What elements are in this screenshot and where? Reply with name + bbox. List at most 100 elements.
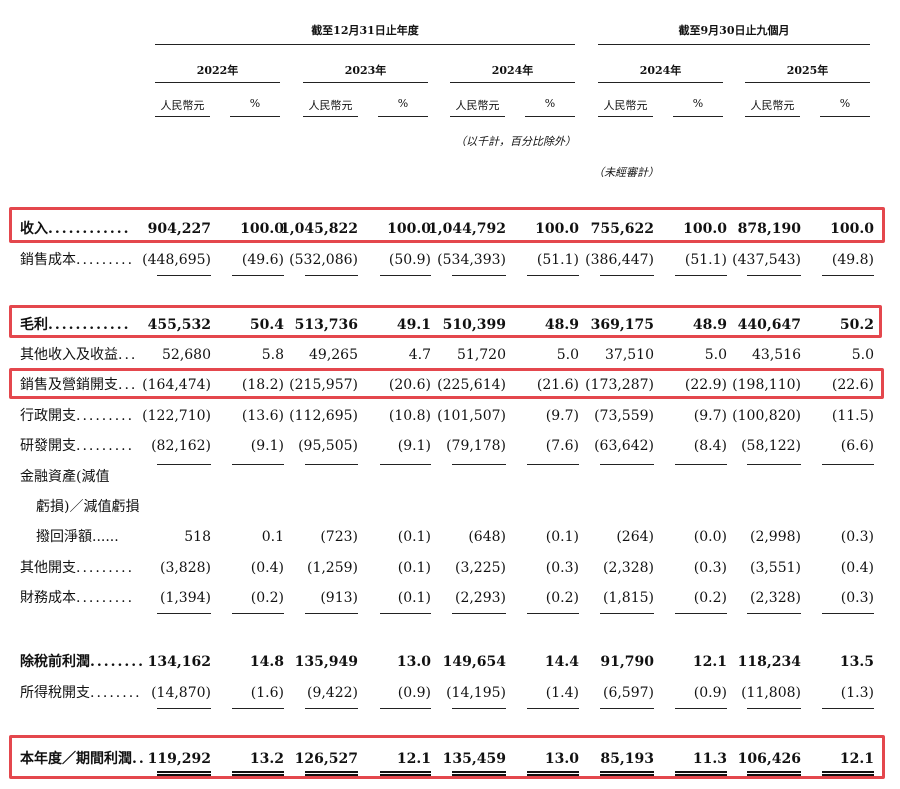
unit-rmb: 人民幣元 bbox=[603, 99, 648, 112]
amount-cell: 510,399 bbox=[442, 317, 506, 333]
amount-cell: (100,820) bbox=[732, 408, 801, 424]
row-label: 其他開支......... bbox=[20, 557, 134, 579]
row-label: 研發開支......... bbox=[20, 435, 134, 457]
amount-cell: 126,527 bbox=[294, 751, 358, 767]
year-rule bbox=[745, 82, 870, 83]
subtotal-underline bbox=[157, 708, 211, 709]
row-label: 行政開支......... bbox=[20, 405, 134, 427]
subtotal-underline bbox=[747, 275, 801, 276]
subtotal-underline bbox=[232, 708, 284, 709]
percent-cell: (22.9) bbox=[684, 377, 727, 393]
total-double-underline bbox=[452, 771, 506, 776]
row-label-text: 其他開支 bbox=[20, 560, 76, 576]
row-label-text: 銷售成本 bbox=[20, 252, 76, 268]
percent-cell: (10.8) bbox=[388, 408, 431, 424]
amount-cell: 1,045,822 bbox=[280, 221, 358, 237]
amount-cell: (448,695) bbox=[142, 252, 211, 268]
table-row-profit-for-period: 本年度／期間利潤.. 119,292 13.2 126,527 12.1 135,459 1… bbox=[0, 748, 900, 770]
unit-rule bbox=[378, 116, 428, 117]
row-label-text: 毛利 bbox=[20, 317, 48, 333]
percent-cell: (0.0) bbox=[693, 529, 727, 545]
unit-rmb: 人民幣元 bbox=[308, 99, 353, 112]
total-double-underline bbox=[600, 771, 654, 776]
amount-cell: 106,426 bbox=[737, 751, 801, 767]
percent-cell: (51.1) bbox=[684, 252, 727, 268]
subtotal-underline bbox=[452, 708, 506, 709]
total-double-underline bbox=[527, 771, 579, 776]
amount-cell: (101,507) bbox=[437, 408, 506, 424]
unit-pct: % bbox=[397, 97, 409, 110]
percent-cell: 48.9 bbox=[692, 317, 727, 333]
row-label: 所得稅開支........ bbox=[20, 682, 142, 704]
subtotal-underline bbox=[600, 275, 654, 276]
percent-cell: (51.1) bbox=[536, 252, 579, 268]
row-label: 財務成本......... bbox=[20, 587, 134, 609]
percent-cell: (49.8) bbox=[831, 252, 874, 268]
row-label-text: 所得稅開支 bbox=[20, 685, 90, 701]
amount-cell: (79,178) bbox=[446, 438, 506, 454]
amount-cell: 52,680 bbox=[162, 347, 211, 363]
subtotal-underline bbox=[747, 464, 801, 465]
amount-cell: (82,162) bbox=[151, 438, 211, 454]
table-row-rd-expenses: 研發開支......... (82,162) (9.1) (95,505) (9.1) (… bbox=[0, 435, 900, 457]
subtotal-underline bbox=[305, 275, 358, 276]
subtotal-underline bbox=[675, 275, 727, 276]
percent-cell: (0.9) bbox=[693, 685, 727, 701]
amount-cell: (437,543) bbox=[732, 252, 801, 268]
amount-cell: 518 bbox=[184, 529, 211, 545]
percent-cell: (21.6) bbox=[536, 377, 579, 393]
amount-cell: 755,622 bbox=[590, 221, 654, 237]
amount-cell: 369,175 bbox=[590, 317, 654, 333]
subtotal-underline bbox=[747, 708, 801, 709]
percent-cell: 5.0 bbox=[851, 347, 874, 363]
percent-cell: 50.4 bbox=[249, 317, 284, 333]
percent-cell: 49.1 bbox=[396, 317, 431, 333]
amount-cell: 1,044,792 bbox=[428, 221, 506, 237]
total-double-underline bbox=[305, 771, 358, 776]
amount-cell: (2,328) bbox=[749, 590, 801, 606]
amount-cell: (14,870) bbox=[151, 685, 211, 701]
subtotal-underline bbox=[675, 613, 727, 614]
amount-cell: 51,720 bbox=[457, 347, 506, 363]
percent-cell: (50.9) bbox=[388, 252, 431, 268]
row-label: 毛利............ bbox=[20, 314, 131, 336]
amount-cell: (386,447) bbox=[585, 252, 654, 268]
percent-cell: (6.6) bbox=[840, 438, 874, 454]
subtotal-underline bbox=[157, 464, 211, 465]
percent-cell: 100.0 bbox=[535, 221, 579, 237]
leader-dots: ......... bbox=[76, 560, 135, 576]
row-label-text: 除稅前利潤 bbox=[20, 654, 90, 670]
percent-cell: (0.1) bbox=[397, 560, 431, 576]
percent-cell: 13.5 bbox=[839, 654, 874, 670]
amount-cell: (1,815) bbox=[602, 590, 654, 606]
amount-cell: (112,695) bbox=[289, 408, 358, 424]
percent-cell: (49.6) bbox=[241, 252, 284, 268]
subtotal-underline bbox=[452, 613, 506, 614]
amount-cell: (63,642) bbox=[594, 438, 654, 454]
amount-cell: 134,162 bbox=[147, 654, 211, 670]
header-group-fiscal-year-rule bbox=[155, 44, 575, 45]
amount-cell: (913) bbox=[320, 590, 358, 606]
subtotal-underline bbox=[305, 613, 358, 614]
amount-cell: 149,654 bbox=[442, 654, 506, 670]
subtotal-underline bbox=[527, 275, 579, 276]
percent-cell: 14.4 bbox=[544, 654, 579, 670]
percent-cell: (11.5) bbox=[831, 408, 874, 424]
leader-dots: .. bbox=[132, 751, 146, 767]
leader-dots: ... bbox=[118, 377, 138, 393]
table-row-other-income: 其他收入及收益... 52,680 5.8 49,265 4.7 51,720 5.0 37,… bbox=[0, 344, 900, 366]
subtotal-underline bbox=[305, 464, 358, 465]
amount-cell: 440,647 bbox=[737, 317, 801, 333]
subtotal-underline bbox=[380, 613, 431, 614]
header-group-fiscal-year: 截至12月31日止年度 bbox=[311, 24, 419, 37]
unit-rmb: 人民幣元 bbox=[750, 99, 795, 112]
subtotal-underline bbox=[675, 464, 727, 465]
row-label-text: 財務成本 bbox=[20, 590, 76, 606]
percent-cell: 11.3 bbox=[692, 751, 727, 767]
percent-cell: (9.1) bbox=[397, 438, 431, 454]
unit-pct: % bbox=[249, 97, 261, 110]
subtotal-underline bbox=[675, 708, 727, 709]
subtotal-underline bbox=[822, 464, 874, 465]
table-row-revenue: 收入............ 904,227 100.0 1,045,822 100.0… bbox=[0, 218, 900, 240]
percent-cell: 12.1 bbox=[692, 654, 727, 670]
